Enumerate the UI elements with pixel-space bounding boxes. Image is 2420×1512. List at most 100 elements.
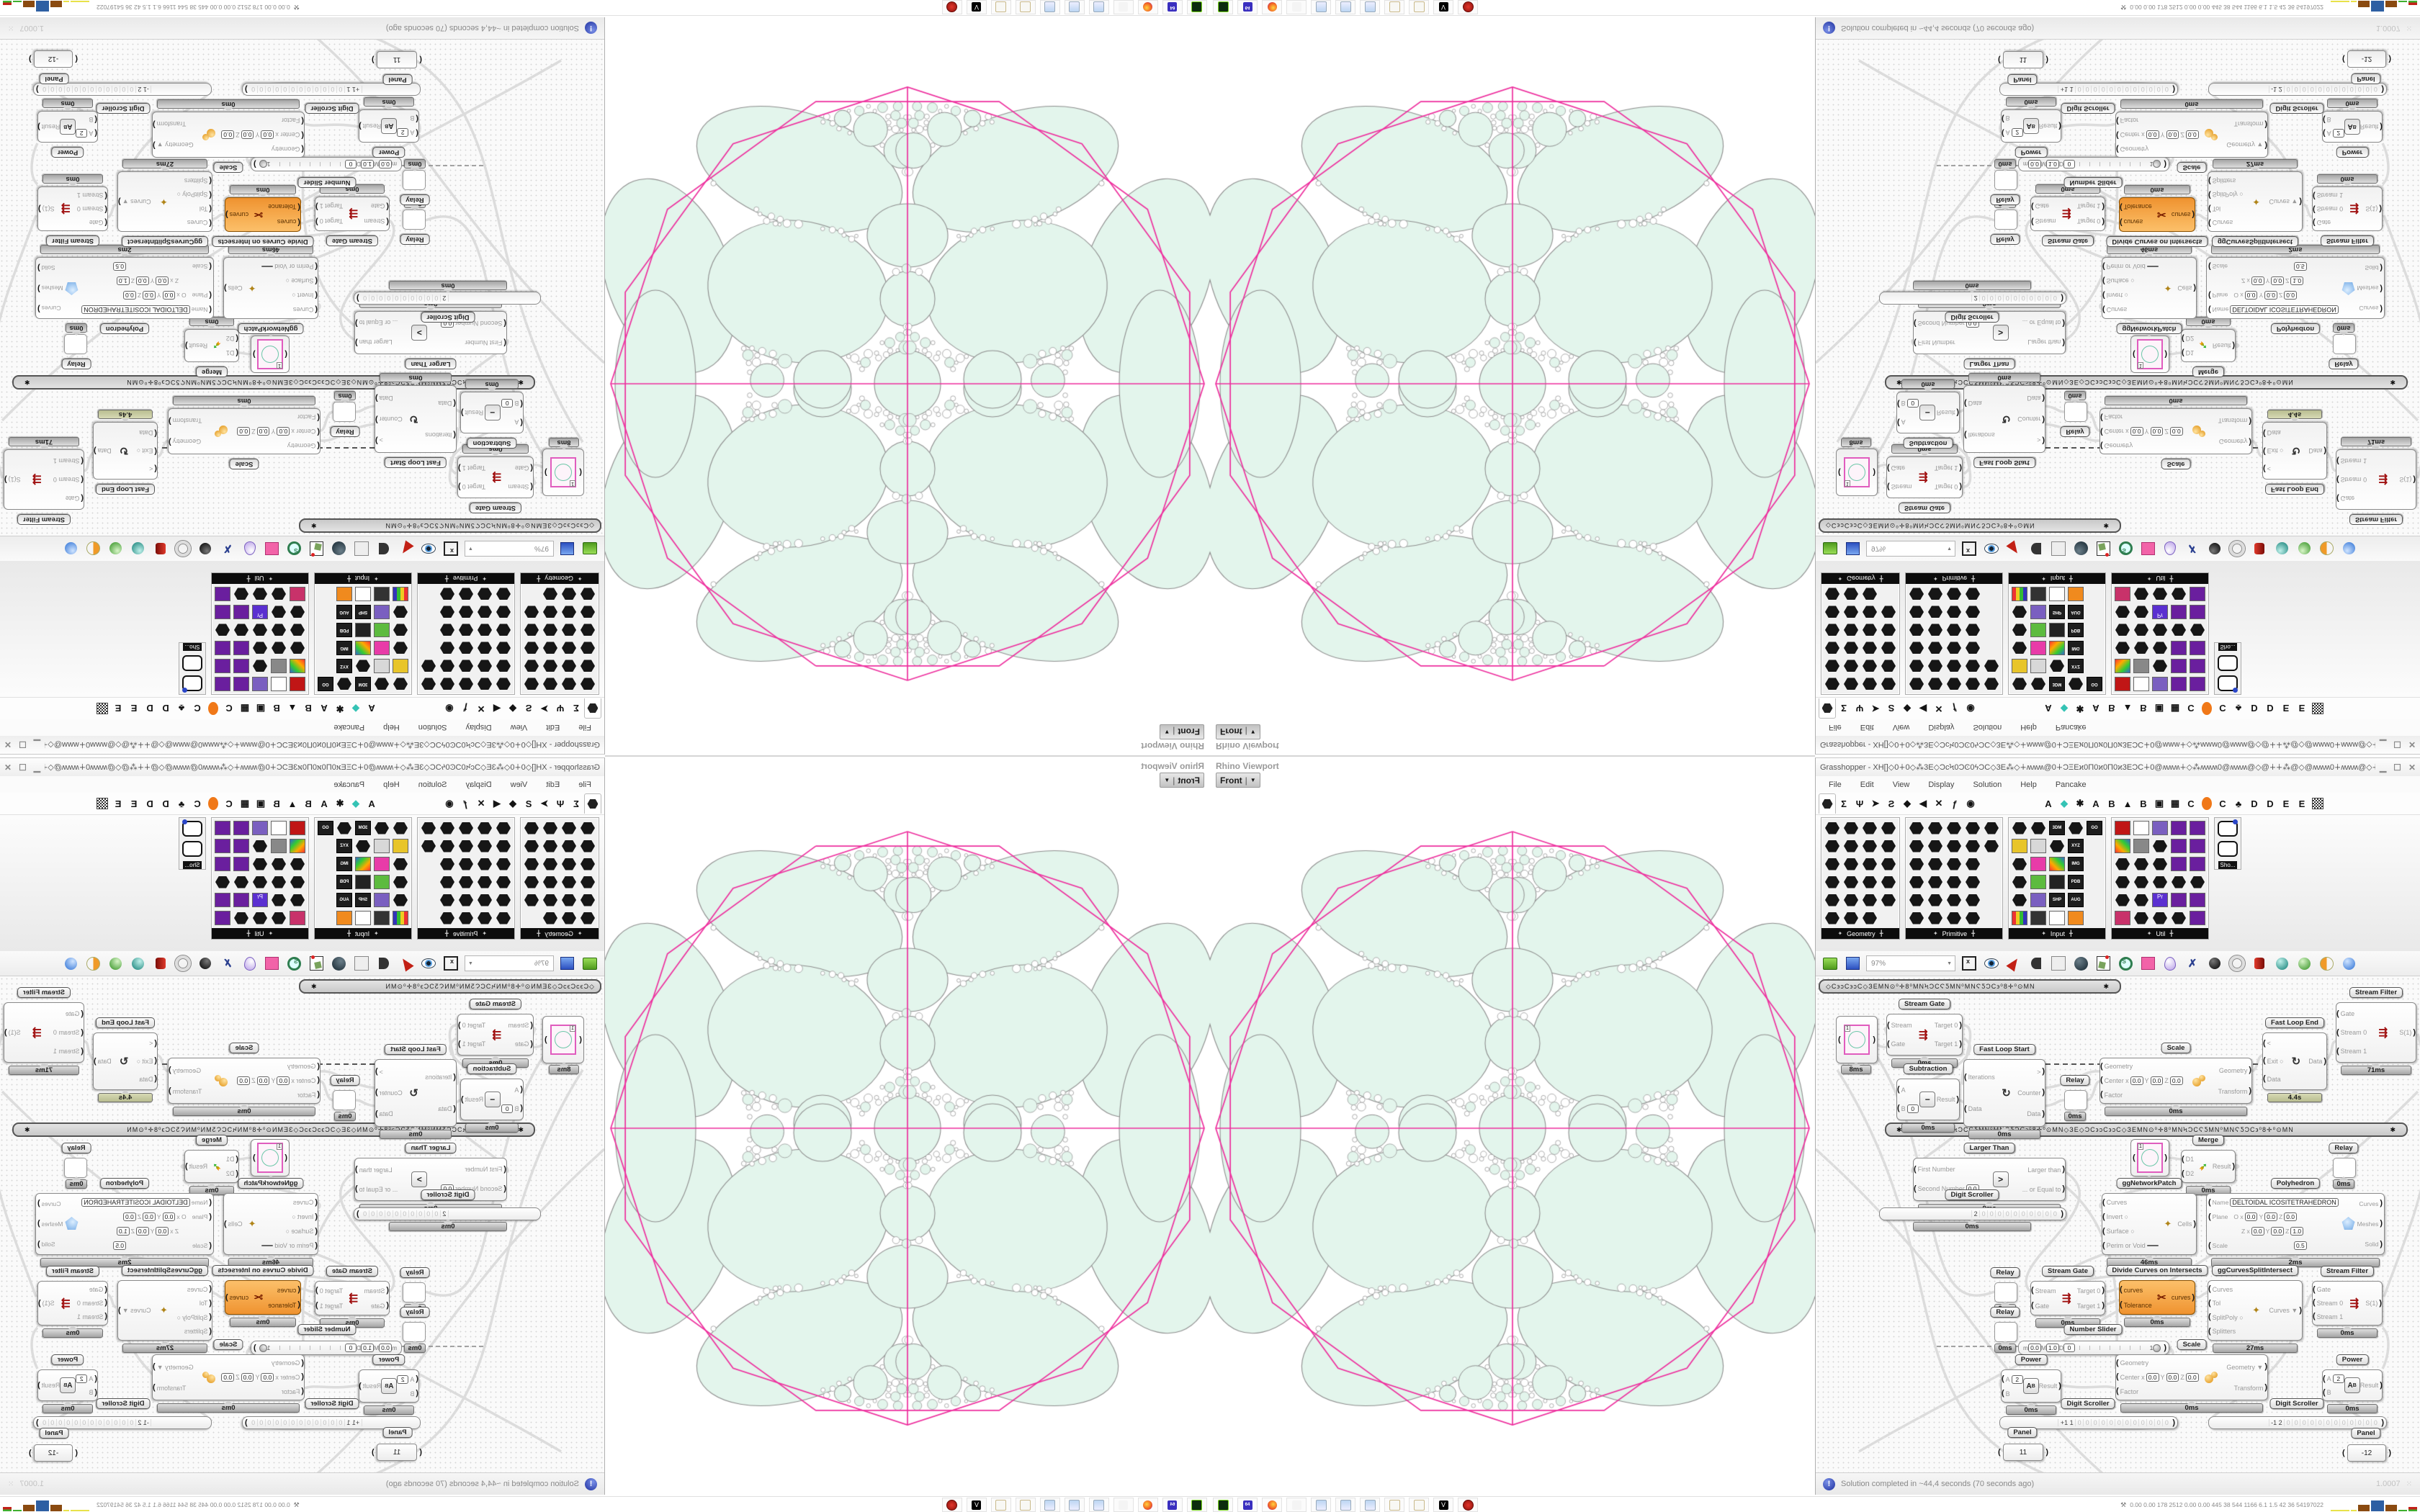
sphere-teal-button[interactable] — [2273, 955, 2290, 972]
slider-knob[interactable] — [2153, 160, 2161, 168]
palette-icon[interactable] — [542, 622, 558, 638]
palette-icon[interactable] — [1909, 586, 1924, 602]
palette-icon[interactable] — [439, 910, 455, 926]
node-polyhedron[interactable]: (Name DELTOIDAL ICOSITETRAHEDRON(Plane O x… — [2206, 257, 2385, 319]
palette-icon[interactable] — [374, 586, 390, 602]
tab-category-15[interactable]: ▲ — [287, 798, 297, 809]
palette-icon[interactable] — [1965, 604, 1981, 620]
palette-icon[interactable] — [2030, 874, 2046, 890]
firefox-icon[interactable] — [1262, 0, 1282, 14]
palette-icon[interactable] — [1843, 622, 1859, 638]
menu-item-edit[interactable]: Edit — [1860, 780, 1874, 789]
tab-category-16[interactable]: B — [2140, 798, 2147, 809]
palette-icon[interactable] — [2030, 910, 2046, 926]
input-port[interactable]: (Gate — [89, 218, 107, 228]
tab-category-22[interactable]: ♣ — [178, 703, 185, 714]
tab-category-13[interactable]: A — [321, 703, 328, 714]
ring-button[interactable] — [174, 540, 192, 557]
palette-icon[interactable] — [458, 856, 474, 872]
palette-icon[interactable] — [1824, 856, 1840, 872]
palette-icon[interactable]: GO — [318, 820, 333, 836]
input-port[interactable]: (Data — [1964, 399, 1982, 408]
tab-category-14[interactable]: B — [305, 798, 312, 809]
console-icon[interactable] — [1187, 1498, 1207, 1512]
output-port[interactable]: Transform) — [169, 1086, 202, 1095]
input-port[interactable]: (Stream 1 — [76, 1312, 107, 1321]
tab-category-4[interactable]: Ƨ — [1888, 703, 1895, 714]
palette-icon[interactable] — [1862, 622, 1878, 638]
output-port[interactable]: Data) — [2308, 446, 2326, 456]
notepad-icon[interactable] — [1016, 1498, 1036, 1512]
input-port[interactable]: (A 2 — [2002, 1374, 2023, 1384]
tab-category-6[interactable]: ◀ — [1919, 703, 1927, 714]
input-port[interactable]: (Stream 0 — [2336, 1027, 2367, 1037]
input-port[interactable]: (Gate — [65, 1009, 84, 1018]
palette-icon[interactable] — [2190, 910, 2205, 926]
menu-item-pancake[interactable]: Pancake — [333, 723, 365, 732]
input-port[interactable]: (Stream 0 — [2336, 475, 2367, 485]
sphere-half-button[interactable] — [2318, 540, 2335, 557]
palette-icon[interactable] — [1881, 622, 1896, 638]
output-port[interactable]: S(1)) — [2365, 1298, 2382, 1308]
palette-icon[interactable] — [496, 892, 511, 908]
palette-icon[interactable] — [1824, 604, 1840, 620]
palette-icon[interactable] — [2030, 676, 2046, 692]
idea-button[interactable] — [241, 955, 259, 972]
palette-icon[interactable] — [2190, 586, 2205, 602]
palette-icon[interactable] — [336, 910, 352, 926]
palette-icon[interactable] — [2171, 676, 2187, 692]
input-port[interactable]: (Invert ○ — [2102, 1212, 2129, 1221]
idea-button[interactable] — [2161, 955, 2179, 972]
palette-footer-geometry[interactable]: ✦ Geometry ╋ — [521, 928, 599, 939]
menu-item-edit[interactable]: Edit — [546, 723, 560, 732]
calculator-icon[interactable] — [1040, 1498, 1060, 1512]
node-canvas[interactable]: ◇Ϲ϶ɔϹ϶ɔϹ◇ЗΕΜΝ⊙⁰✛8⁰ΜΝϞϽϹϚƼΜΝ⁰ΜΝϚƼϽϹ϶⁰8✛⁰⊙… — [0, 40, 604, 536]
palette-icon[interactable]: PDB — [336, 622, 352, 638]
palette-icon[interactable] — [233, 820, 249, 836]
tab-category-16[interactable]: B — [273, 703, 280, 714]
palette-icon[interactable] — [458, 604, 474, 620]
palette-icon[interactable] — [233, 892, 249, 908]
palette-icon[interactable] — [355, 856, 371, 872]
output-port[interactable]: Geometry) — [169, 1066, 202, 1074]
output-port[interactable]: Data) — [2027, 394, 2045, 403]
tab-category-1[interactable]: Σ — [1841, 703, 1847, 714]
palette-icon[interactable] — [2012, 892, 2027, 908]
input-port[interactable]: (Curves — [2102, 1197, 2128, 1207]
palette-icon[interactable] — [233, 856, 249, 872]
input-port[interactable]: (Exit ○ — [136, 1056, 157, 1066]
output-port[interactable]: Larger than) — [2027, 1165, 2065, 1174]
output-port[interactable]: Counter) — [2017, 1088, 2045, 1097]
palette-icon[interactable] — [2115, 820, 2130, 836]
palette-icon[interactable] — [1843, 604, 1859, 620]
palette-icon[interactable] — [252, 676, 268, 692]
tab-category-3[interactable]: ➤ — [1871, 703, 1880, 714]
palette-icon[interactable]: IMG — [336, 640, 352, 656]
palette-icon[interactable] — [439, 820, 455, 836]
cylinder-button[interactable] — [152, 540, 169, 557]
palette-icon[interactable] — [2133, 622, 2149, 638]
tab-category-13[interactable]: A — [2092, 798, 2099, 809]
tab-category-6[interactable]: ◀ — [493, 798, 501, 809]
input-port[interactable]: (Curves — [2102, 305, 2128, 315]
notepad-icon[interactable] — [1409, 1498, 1429, 1512]
palette-icon[interactable] — [2030, 820, 2046, 836]
palette-icon[interactable] — [2030, 856, 2046, 872]
input-port[interactable]: (Gate — [370, 202, 389, 211]
palette-icon[interactable] — [1862, 604, 1878, 620]
palette-icon[interactable] — [496, 640, 511, 656]
node-stream-gate[interactable]: (Stream(Gate ⇶ Target 0) Target 1) — [315, 1281, 390, 1315]
output-port[interactable]: Geometry ▼) — [153, 1362, 194, 1371]
palette-icon[interactable] — [271, 874, 287, 890]
menu-item-edit[interactable]: Edit — [546, 780, 560, 789]
ghost-icon[interactable] — [1286, 0, 1307, 14]
palette-icon[interactable] — [542, 676, 558, 692]
tab-category-6[interactable]: ◀ — [1919, 798, 1927, 809]
tab-category-25[interactable]: E — [2282, 798, 2290, 809]
palette-icon[interactable] — [477, 856, 493, 872]
palette-icon[interactable] — [1824, 676, 1840, 692]
open-button[interactable] — [1821, 955, 1839, 972]
palette-icon[interactable] — [1909, 856, 1924, 872]
palette-icon[interactable] — [2190, 604, 2205, 620]
palette-icon[interactable]: IMG — [2068, 640, 2084, 656]
